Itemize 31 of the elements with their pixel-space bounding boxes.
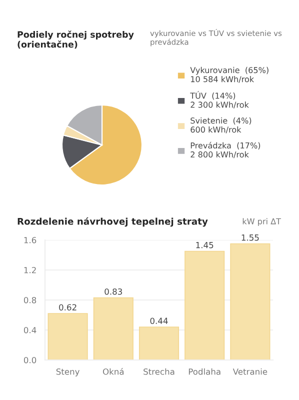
chart-title: Podiely ročnej spotreby (orientačne) (18, 30, 134, 49)
bar (93, 297, 134, 360)
text: 10 584 kWh/rok (191, 76, 254, 83)
data-label: 1.55 (242, 234, 259, 241)
x-tick-label: Strecha (144, 368, 174, 375)
x-tick-label: Okná (102, 368, 124, 375)
chart-title: Rozdelenie návrhovej tepelnej straty (18, 217, 208, 227)
data-label: 0.62 (59, 304, 76, 310)
text: 2 300 kWh/rok (190, 102, 249, 108)
text: 2 800 kWh/rok (190, 151, 249, 158)
legend-label: Vykurovanie (65%) (190, 66, 268, 75)
text: 600 kWh/rok (190, 126, 242, 134)
legend-label: Prevádzka (17%) (190, 142, 260, 150)
bar (184, 250, 225, 360)
data-label: 0.83 (104, 288, 122, 295)
y-tick-label: 1.6 (24, 236, 36, 244)
legend-label: Svietenie (4%) (190, 117, 252, 125)
legend-label: TÚV (14%) (190, 91, 236, 100)
y-tick-label: 0.4 (24, 326, 36, 334)
bar (48, 313, 88, 360)
bar (138, 326, 180, 360)
data-label: 0.44 (150, 318, 168, 324)
y-axis-title: kW pri ΔT (242, 218, 282, 226)
bar (230, 243, 270, 360)
x-tick-label: Podlaha (188, 368, 220, 375)
y-tick-label: 0.8 (24, 296, 36, 304)
y-tick-label: 1.2 (24, 266, 36, 274)
x-tick-label: Vetranie (232, 368, 268, 375)
x-tick-label: Steny (56, 368, 80, 376)
y-tick-label: 0.0 (24, 356, 36, 364)
data-label: 1.45 (196, 242, 214, 248)
